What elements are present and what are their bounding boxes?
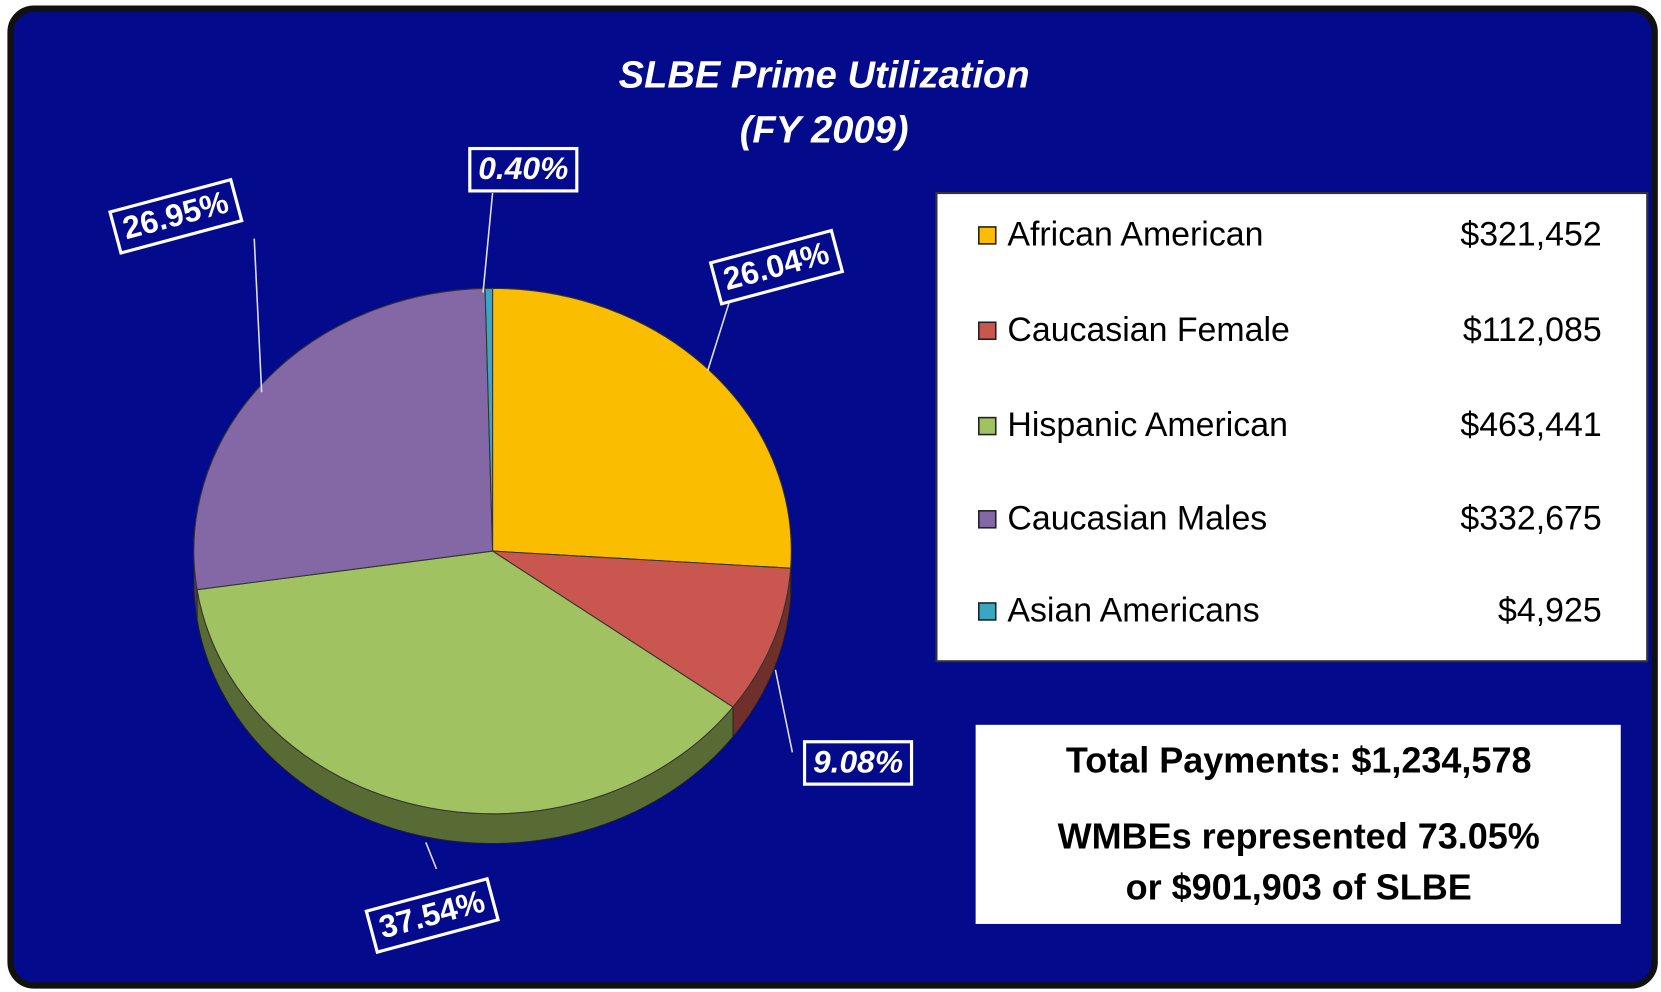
annotation: or $901,903 of SLBE bbox=[1126, 867, 1472, 908]
leader-line bbox=[706, 296, 732, 372]
legend-label: African American bbox=[1007, 215, 1263, 253]
data-label-group: 9.08% bbox=[802, 740, 914, 786]
slice bbox=[196, 550, 734, 815]
legend-amount: $463,441 bbox=[1460, 406, 1601, 444]
data-label-box bbox=[802, 740, 914, 786]
annotation: WMBEs represented 73.05% bbox=[1058, 816, 1540, 857]
data-label-box bbox=[468, 146, 579, 193]
data-label-box bbox=[708, 228, 845, 306]
legend-label: Hispanic American bbox=[1007, 406, 1288, 444]
chart-subtitle: (FY 2009) bbox=[740, 109, 909, 152]
legend-box bbox=[935, 191, 1649, 663]
data-label: 9.08% bbox=[813, 743, 903, 779]
legend-amount: $4,925 bbox=[1498, 591, 1602, 629]
legend-label: Asian Americans bbox=[1007, 591, 1259, 629]
legend-label: Caucasian Males bbox=[1007, 499, 1267, 537]
data-label-group: 0.40% bbox=[468, 146, 579, 193]
leader-line bbox=[774, 669, 794, 753]
slice bbox=[193, 287, 494, 591]
legend-swatch bbox=[978, 416, 997, 436]
slice bbox=[484, 287, 494, 552]
total-box bbox=[975, 724, 1621, 924]
legend-swatch bbox=[978, 226, 997, 245]
slice bbox=[492, 287, 792, 569]
leader-line bbox=[425, 842, 438, 870]
legend-amount: $112,085 bbox=[1463, 311, 1602, 349]
chart-title: SLBE Prime Utilization bbox=[619, 54, 1030, 97]
leader-line bbox=[482, 192, 494, 293]
legend-label: Caucasian Female bbox=[1007, 311, 1289, 349]
data-label: 0.40% bbox=[478, 150, 568, 186]
data-label-box bbox=[364, 876, 500, 955]
leader-line bbox=[253, 238, 263, 393]
legend-amount: $332,675 bbox=[1460, 499, 1601, 537]
data-label-group: 37.54% bbox=[364, 876, 500, 955]
data-label-box bbox=[108, 177, 244, 255]
legend-swatch bbox=[978, 602, 997, 621]
legend-swatch bbox=[978, 510, 997, 529]
pie bbox=[193, 287, 792, 844]
slice bbox=[490, 550, 792, 708]
legend-amount: $321,452 bbox=[1460, 215, 1601, 253]
annotation: Total Payments: $1,234,578 bbox=[1066, 739, 1532, 780]
legend-swatch bbox=[978, 321, 997, 341]
